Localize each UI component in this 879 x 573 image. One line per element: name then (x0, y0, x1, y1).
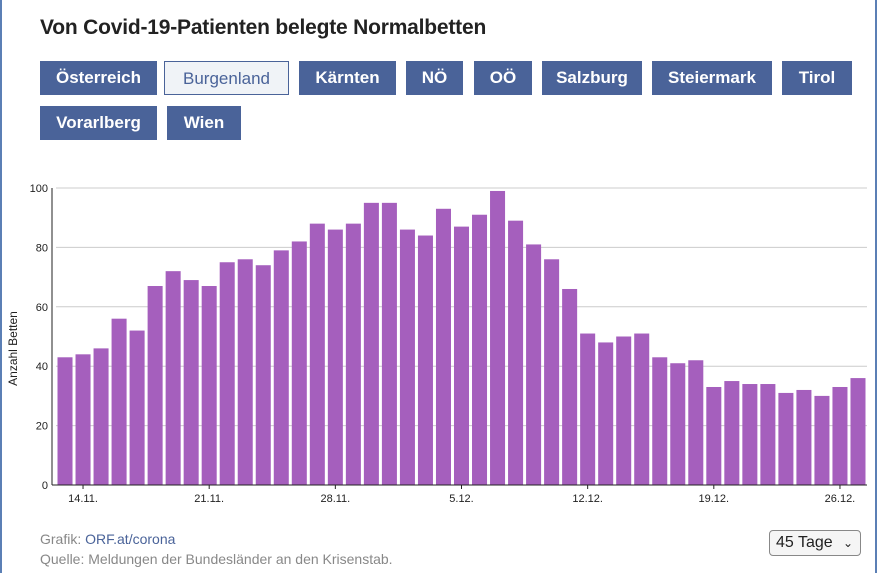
bar (273, 250, 289, 485)
bar (201, 286, 217, 485)
bar (814, 395, 830, 485)
bar (309, 223, 325, 485)
bar (850, 378, 866, 485)
region-button-oesterreich[interactable]: Österreich (40, 61, 157, 95)
bar (490, 190, 506, 485)
bar (381, 202, 397, 485)
bar (544, 259, 560, 485)
bar (183, 280, 199, 485)
bar (562, 288, 578, 485)
chevron-down-icon: ⌄ (842, 536, 853, 550)
range-select[interactable]: 45 Tage ⌄ (769, 530, 861, 556)
bar (724, 381, 740, 485)
bar (255, 265, 271, 485)
bar (688, 360, 704, 485)
region-button-noe[interactable]: NÖ (406, 61, 463, 95)
bar (706, 386, 722, 485)
bar (472, 214, 488, 486)
bar (670, 363, 686, 485)
bar (399, 229, 415, 485)
x-tick-label: 12.12. (572, 493, 603, 505)
x-tick-label: 14.11. (68, 493, 98, 505)
region-button-steiermark[interactable]: Steiermark (652, 61, 772, 95)
bar (526, 244, 542, 485)
region-button-kaernten[interactable]: Kärnten (299, 61, 396, 95)
y-tick-label: 20 (36, 421, 48, 433)
bar (453, 226, 470, 486)
bar (327, 229, 343, 485)
region-button-ooe[interactable]: OÖ (474, 61, 532, 95)
range-select-value: 45 Tage (776, 534, 833, 551)
bar (147, 286, 163, 485)
region-button-salzburg[interactable]: Salzburg (542, 61, 642, 95)
y-tick-label: 40 (36, 361, 48, 373)
y-tick-label: 0 (42, 480, 48, 492)
x-tick-label: 5.12. (449, 493, 473, 505)
bar (616, 336, 632, 485)
bar (93, 348, 109, 485)
region-button-tirol[interactable]: Tirol (782, 61, 852, 95)
bar (57, 357, 73, 485)
bar (634, 333, 650, 485)
x-tick-label: 19.12. (699, 493, 730, 505)
bar-chart: 0 20 40 60 80 100 14.11. 21.11. 28.11. 5.12. 12.12… (6, 183, 867, 505)
y-axis-label: Anzahl Betten (6, 311, 20, 386)
bar (742, 384, 758, 485)
footer-quelle: Quelle: Meldungen der Bundesländer an de… (40, 551, 393, 567)
bar (237, 259, 253, 485)
grafik-link[interactable]: ORF.at/corona (85, 531, 176, 547)
x-tick-label: 28.11. (320, 493, 350, 505)
bar (219, 262, 235, 485)
bar (508, 220, 524, 486)
y-tick-label: 80 (36, 242, 48, 254)
bar (165, 271, 181, 485)
bar (111, 318, 127, 485)
grafik-prefix: Grafik: (40, 531, 82, 547)
bar (363, 202, 379, 485)
bar (580, 333, 596, 485)
bar (760, 384, 776, 485)
x-tick-label: 21.11. (194, 493, 224, 505)
bar (652, 357, 668, 485)
bar (832, 386, 848, 485)
bar (345, 223, 361, 485)
bar (778, 392, 794, 485)
y-tick-label: 100 (30, 183, 48, 195)
bar (598, 342, 614, 485)
region-button-burgenland[interactable]: Burgenland (164, 61, 289, 95)
bar (129, 330, 145, 485)
y-tick-label: 60 (36, 302, 48, 314)
bar (435, 208, 451, 485)
bar (75, 354, 91, 485)
region-button-wien[interactable]: Wien (167, 106, 241, 140)
chart-title: Von Covid-19-Patienten belegte Normalbet… (40, 16, 487, 39)
bar (417, 235, 433, 485)
x-tick-label: 26.12. (825, 493, 856, 505)
bar (291, 241, 307, 485)
bar (796, 389, 812, 485)
footer-grafik: Grafik: ORF.at/corona (40, 531, 175, 547)
region-button-vorarlberg[interactable]: Vorarlberg (40, 106, 157, 140)
